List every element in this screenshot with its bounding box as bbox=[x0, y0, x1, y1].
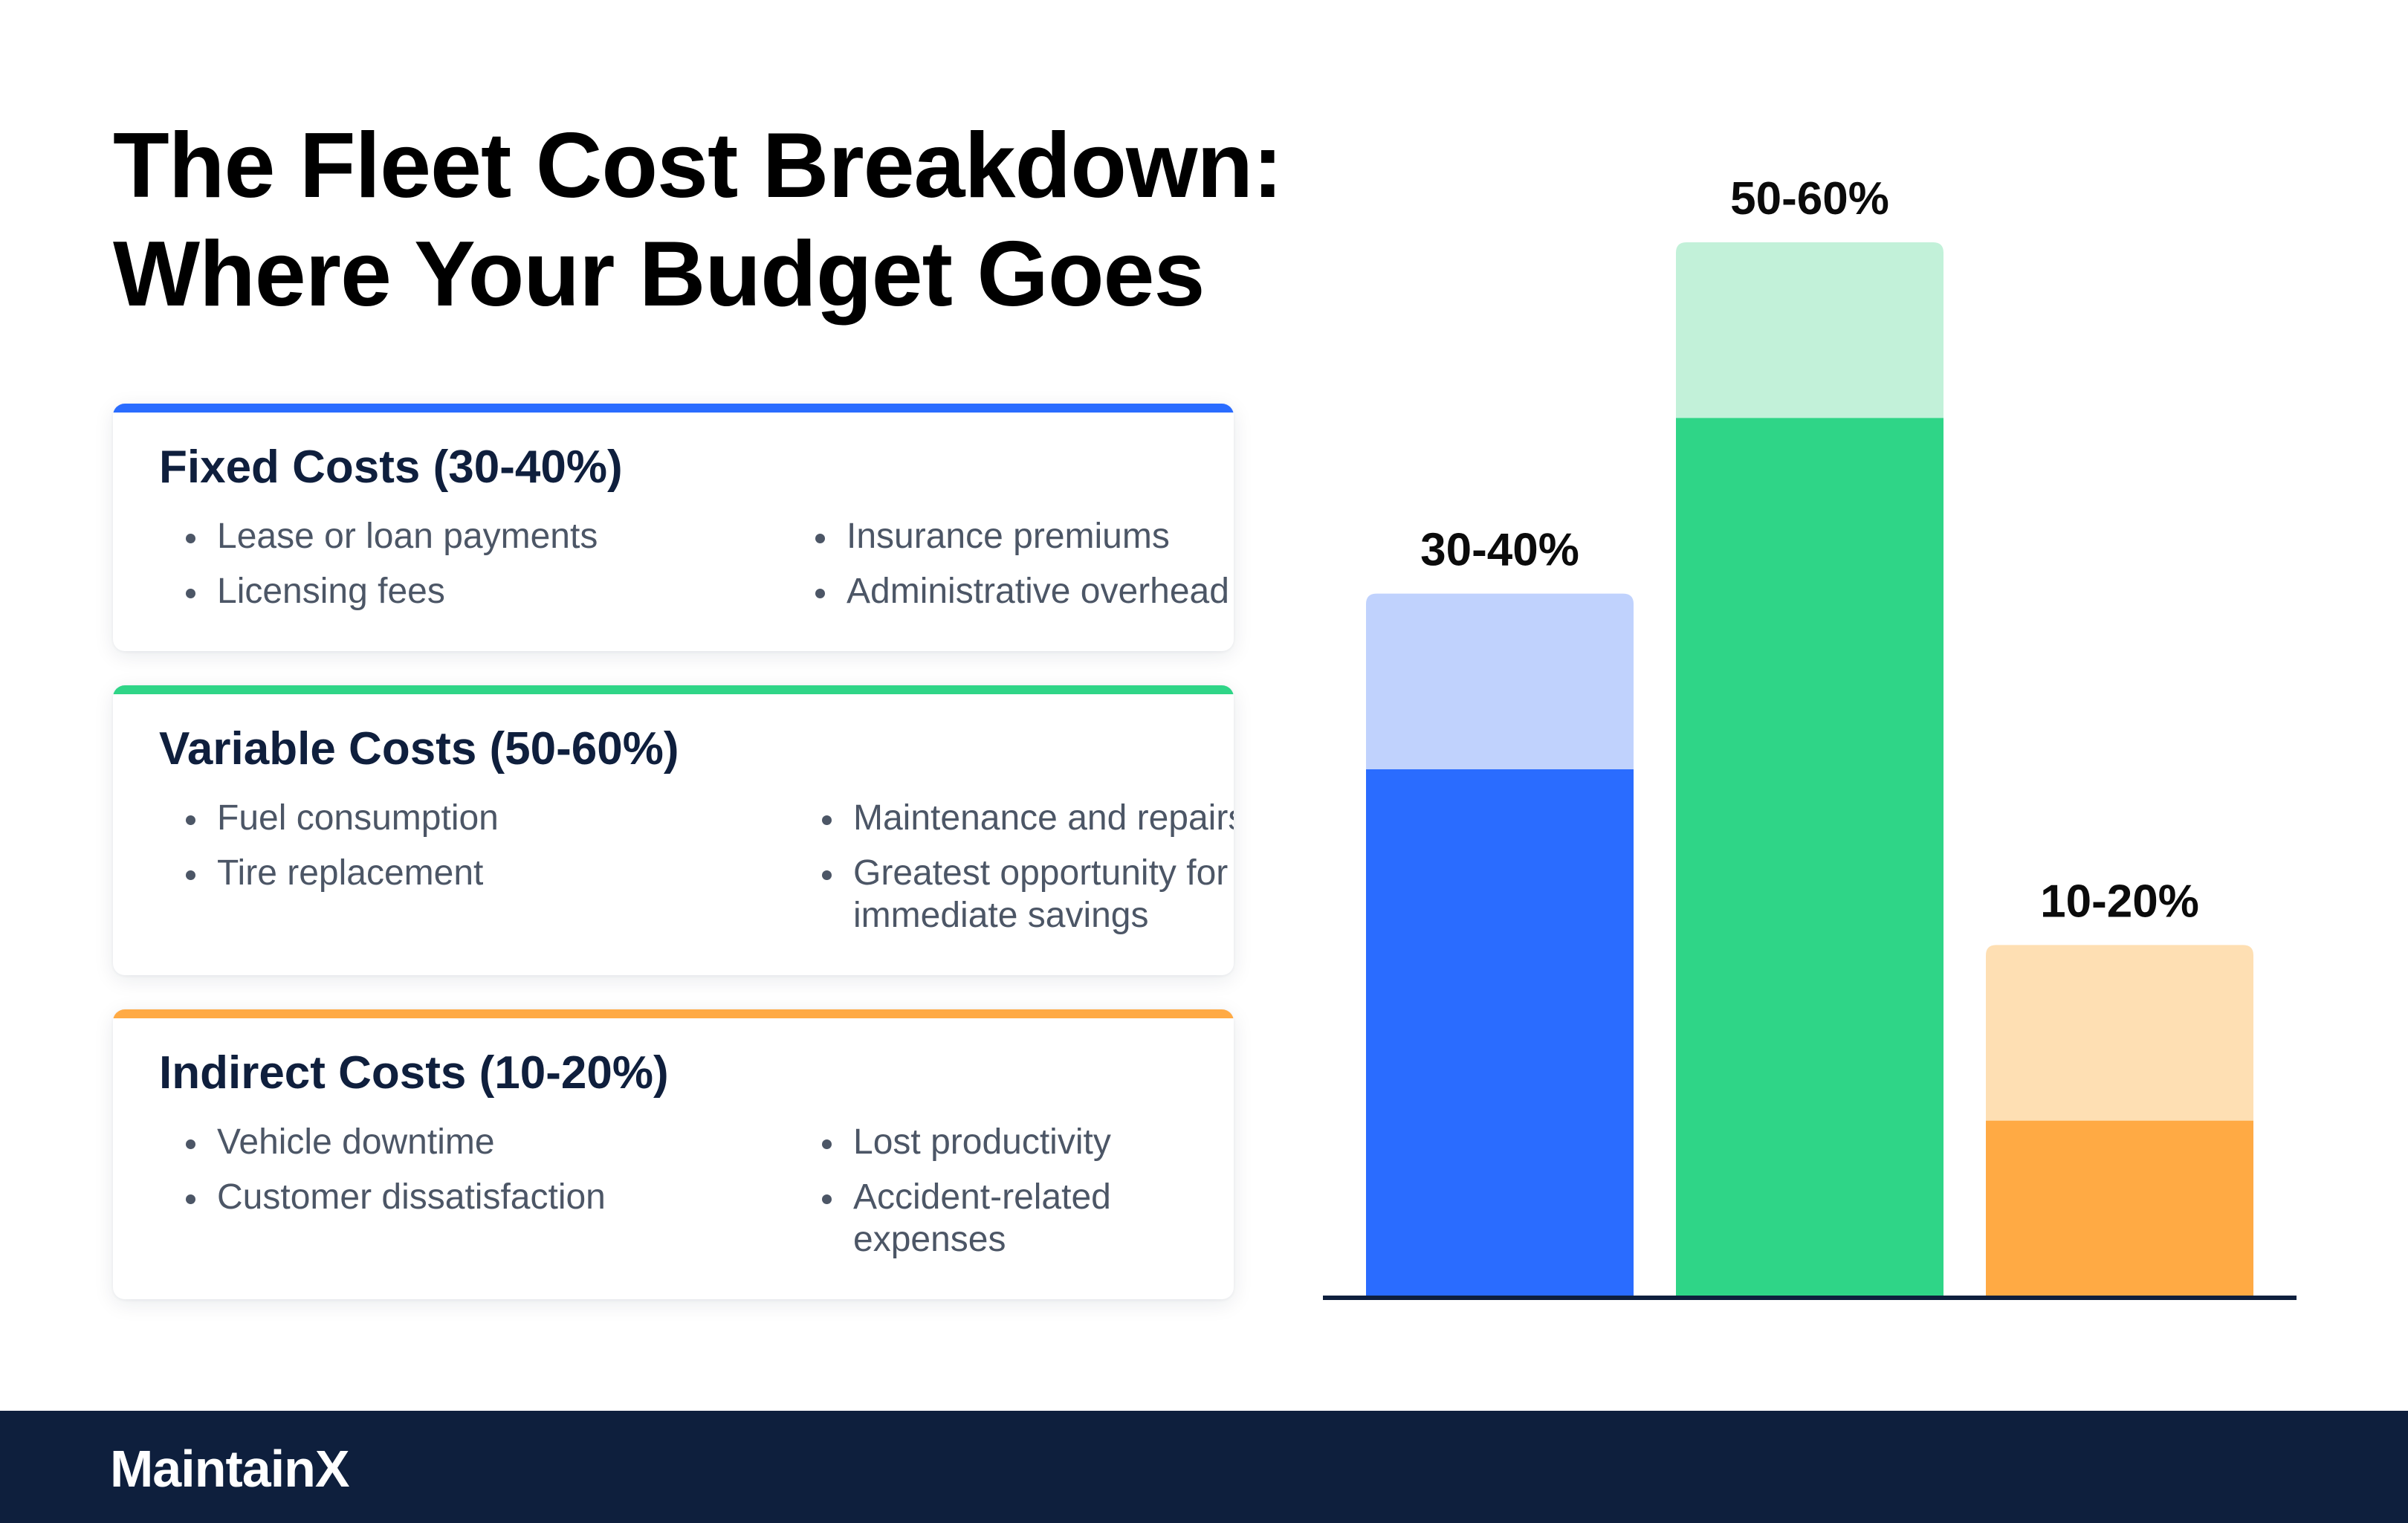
footer-bar: MaintainX bbox=[0, 1411, 2408, 1523]
list-item: Licensing fees bbox=[180, 570, 598, 612]
logo-text: Maintain bbox=[110, 1440, 316, 1498]
title-line-1: The Fleet Cost Breakdown: bbox=[113, 114, 1283, 217]
list-item-continuation: expenses bbox=[853, 1220, 1006, 1259]
indirect-costs-stripe bbox=[113, 1009, 1234, 1018]
variable-costs-card: Variable Costs (50-60%) Fuel consumption… bbox=[113, 685, 1234, 975]
logo-x-mark: X bbox=[314, 1440, 350, 1498]
variable-costs-list-right: Maintenance and repairs Greatest opportu… bbox=[816, 797, 1234, 949]
list-item: Customer dissatisfaction bbox=[180, 1176, 606, 1218]
list-item: Accident-related bbox=[816, 1176, 1111, 1218]
bar-range-segment bbox=[1366, 593, 1634, 769]
bar-range-segment bbox=[1986, 945, 2253, 1121]
fixed-costs-list-right: Insurance premiums Administrative overhe… bbox=[809, 515, 1229, 625]
variable-costs-stripe bbox=[113, 685, 1234, 694]
indirect-costs-card: Indirect Costs (10-20%) Vehicle downtime… bbox=[113, 1009, 1234, 1299]
list-item: Greatest opportunity for bbox=[816, 852, 1234, 894]
indirect-costs-heading: Indirect Costs (10-20%) bbox=[159, 1047, 669, 1099]
bar-range-segment bbox=[1676, 242, 1943, 418]
bar-base-segment bbox=[1366, 769, 1634, 1296]
bar-group-2: 50-60% bbox=[1676, 173, 1943, 1297]
fixed-costs-card: Fixed Costs (30-40%) Lease or loan payme… bbox=[113, 404, 1234, 651]
bar-base-segment bbox=[1986, 1120, 2253, 1296]
indirect-costs-list-left: Vehicle downtime Customer dissatisfactio… bbox=[180, 1121, 606, 1231]
list-item: Insurance premiums bbox=[809, 515, 1229, 557]
list-item: Lost productivity bbox=[816, 1121, 1111, 1163]
list-item: Fuel consumption bbox=[180, 797, 499, 839]
bar-value-label: 50-60% bbox=[1730, 173, 1889, 224]
list-item: Maintenance and repairs bbox=[816, 797, 1234, 839]
list-item: Tire replacement bbox=[180, 852, 499, 894]
indirect-costs-list-right: Lost productivity Accident-related expen… bbox=[816, 1121, 1111, 1273]
bar-group-3: 10-20% bbox=[1986, 876, 2253, 1296]
fixed-costs-stripe bbox=[113, 404, 1234, 413]
list-item-continuation: immediate savings bbox=[853, 896, 1149, 935]
bar-group-1: 30-40% bbox=[1366, 525, 1634, 1296]
page-title: The Fleet Cost Breakdown: Where Your Bud… bbox=[113, 111, 1283, 329]
variable-costs-list-left: Fuel consumption Tire replacement bbox=[180, 797, 499, 907]
variable-costs-heading: Variable Costs (50-60%) bbox=[159, 723, 679, 775]
fixed-costs-list-left: Lease or loan payments Licensing fees bbox=[180, 515, 598, 625]
list-item: Lease or loan payments bbox=[180, 515, 598, 557]
title-line-2: Where Your Budget Goes bbox=[113, 223, 1205, 326]
list-item: Vehicle downtime bbox=[180, 1121, 606, 1163]
bar-base-segment bbox=[1676, 418, 1943, 1297]
bar-value-label: 30-40% bbox=[1420, 525, 1579, 576]
cost-bar-chart: 30-40% 50-60% 10-20% bbox=[1323, 173, 2297, 1300]
fixed-costs-heading: Fixed Costs (30-40%) bbox=[159, 442, 623, 493]
list-item: Administrative overhead bbox=[809, 570, 1229, 612]
bar-value-label: 10-20% bbox=[2040, 876, 2199, 927]
maintainx-logo: MaintainX bbox=[110, 1439, 350, 1498]
